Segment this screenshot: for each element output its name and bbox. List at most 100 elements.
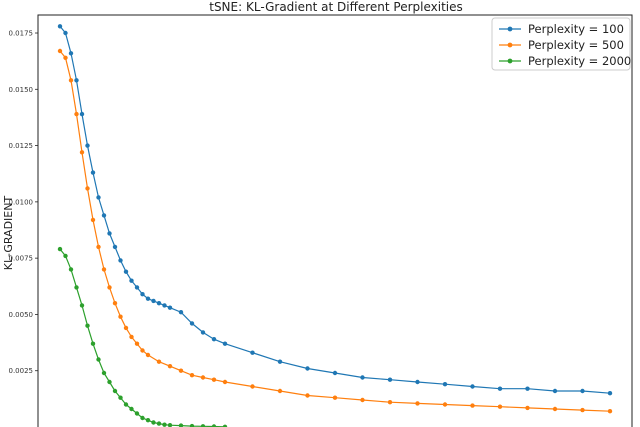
series-1-point [332, 370, 338, 376]
series-1-point [107, 231, 112, 236]
legend-box [491, 17, 631, 71]
series-3-point [211, 424, 217, 427]
series-3-point [63, 253, 68, 259]
labels-layer: tSNE: KL-Gradient at Different Perplexit… [2, 0, 463, 270]
series-layer [57, 24, 613, 427]
series-1-point [415, 379, 420, 385]
y-tick-label: 0.0075 [9, 255, 34, 263]
series-1-point [68, 51, 74, 56]
series-2-point [112, 301, 118, 306]
series-1-point [112, 244, 118, 250]
series-line-1 [59, 25, 611, 394]
series-2-point [222, 379, 228, 385]
y-tick-label: 0.0050 [9, 311, 34, 319]
series-1-point [90, 170, 96, 175]
series-1-point [123, 269, 129, 274]
series-3-point [178, 423, 184, 427]
series-1-point [96, 195, 101, 200]
series-2-point [178, 368, 184, 373]
series-1-point [140, 292, 145, 297]
series-2-point [211, 377, 217, 382]
series-2-point [470, 403, 475, 408]
series-2-point [607, 409, 613, 414]
series-3-point [162, 422, 167, 427]
series-3-point [129, 406, 134, 412]
y-axis-title: KL-GRADIENT [2, 196, 15, 271]
series-1-point [85, 143, 90, 148]
series-1-point [387, 377, 393, 382]
series-3-point [107, 379, 112, 385]
series-2-point [140, 348, 145, 353]
series-2-point [552, 406, 558, 412]
series-1-point [250, 350, 255, 355]
series-2-point [250, 384, 255, 389]
legend-label-3: Perplexity = 2000 [528, 54, 631, 68]
series-2-point [96, 244, 101, 250]
series-2-point [63, 55, 68, 60]
series-1-point [277, 359, 283, 364]
series-3-point [145, 418, 151, 423]
series-2-point [200, 375, 206, 380]
series-2-point [580, 407, 585, 413]
series-2-point [387, 400, 393, 405]
series-3-point [134, 411, 140, 416]
series-1-point [151, 298, 156, 304]
series-3-point [156, 421, 162, 426]
series-2-point [525, 405, 530, 411]
series-3-point [118, 395, 123, 400]
series-1-point [211, 337, 217, 342]
chart-title: tSNE: KL-Gradient at Different Perplexit… [209, 0, 463, 14]
series-1-point [442, 382, 448, 387]
series-2-point [415, 401, 420, 406]
series-3-point [222, 424, 228, 427]
series-2-point [360, 397, 365, 403]
plot-frame [37, 14, 633, 427]
legend-marker-2 [507, 42, 513, 48]
series-3-point [74, 285, 79, 290]
series-3-point [96, 357, 101, 362]
series-2-point [189, 373, 195, 378]
series-1-point [525, 386, 530, 391]
series-2-point [74, 111, 79, 117]
series-1-point [134, 285, 140, 290]
series-1-point [57, 24, 63, 29]
series-3-point [79, 303, 85, 308]
series-3-point [123, 402, 129, 407]
series-2-point [167, 364, 173, 369]
series-3-point [90, 341, 96, 346]
series-1-point [63, 30, 68, 36]
series-line-2 [59, 50, 611, 412]
series-1-point [145, 296, 151, 301]
legend-marker-1 [507, 26, 513, 32]
series-3-point [85, 323, 90, 328]
series-1-point [305, 366, 310, 371]
series-2-point [101, 267, 107, 272]
series-1-point [552, 388, 558, 394]
series-1-point [470, 384, 475, 389]
series-3-point [68, 267, 74, 272]
series-2-point [85, 186, 90, 191]
series-2-point [156, 359, 162, 364]
series-1-point [118, 258, 123, 263]
series-3-point [167, 423, 173, 427]
series-1-point [222, 341, 228, 346]
series-2-point [277, 388, 283, 394]
series-2-point [145, 352, 151, 358]
series-2-point [79, 150, 85, 155]
y-tick-label: 0.0125 [9, 142, 34, 150]
series-3-point [112, 388, 118, 394]
series-1-point [607, 391, 613, 396]
series-3-point [200, 424, 206, 427]
legend: Perplexity = 100 Perplexity = 500 Perplexi… [491, 17, 631, 71]
series-1-point [580, 388, 585, 394]
series-1-point [189, 321, 195, 326]
series-2-point [305, 393, 310, 398]
series-2-point [107, 285, 112, 290]
series-1-point [200, 330, 206, 335]
series-3-point [189, 423, 195, 427]
series-2-point [123, 325, 129, 331]
y-tick-label: 0.0175 [9, 30, 34, 38]
legend-label-1: Perplexity = 100 [528, 22, 624, 36]
